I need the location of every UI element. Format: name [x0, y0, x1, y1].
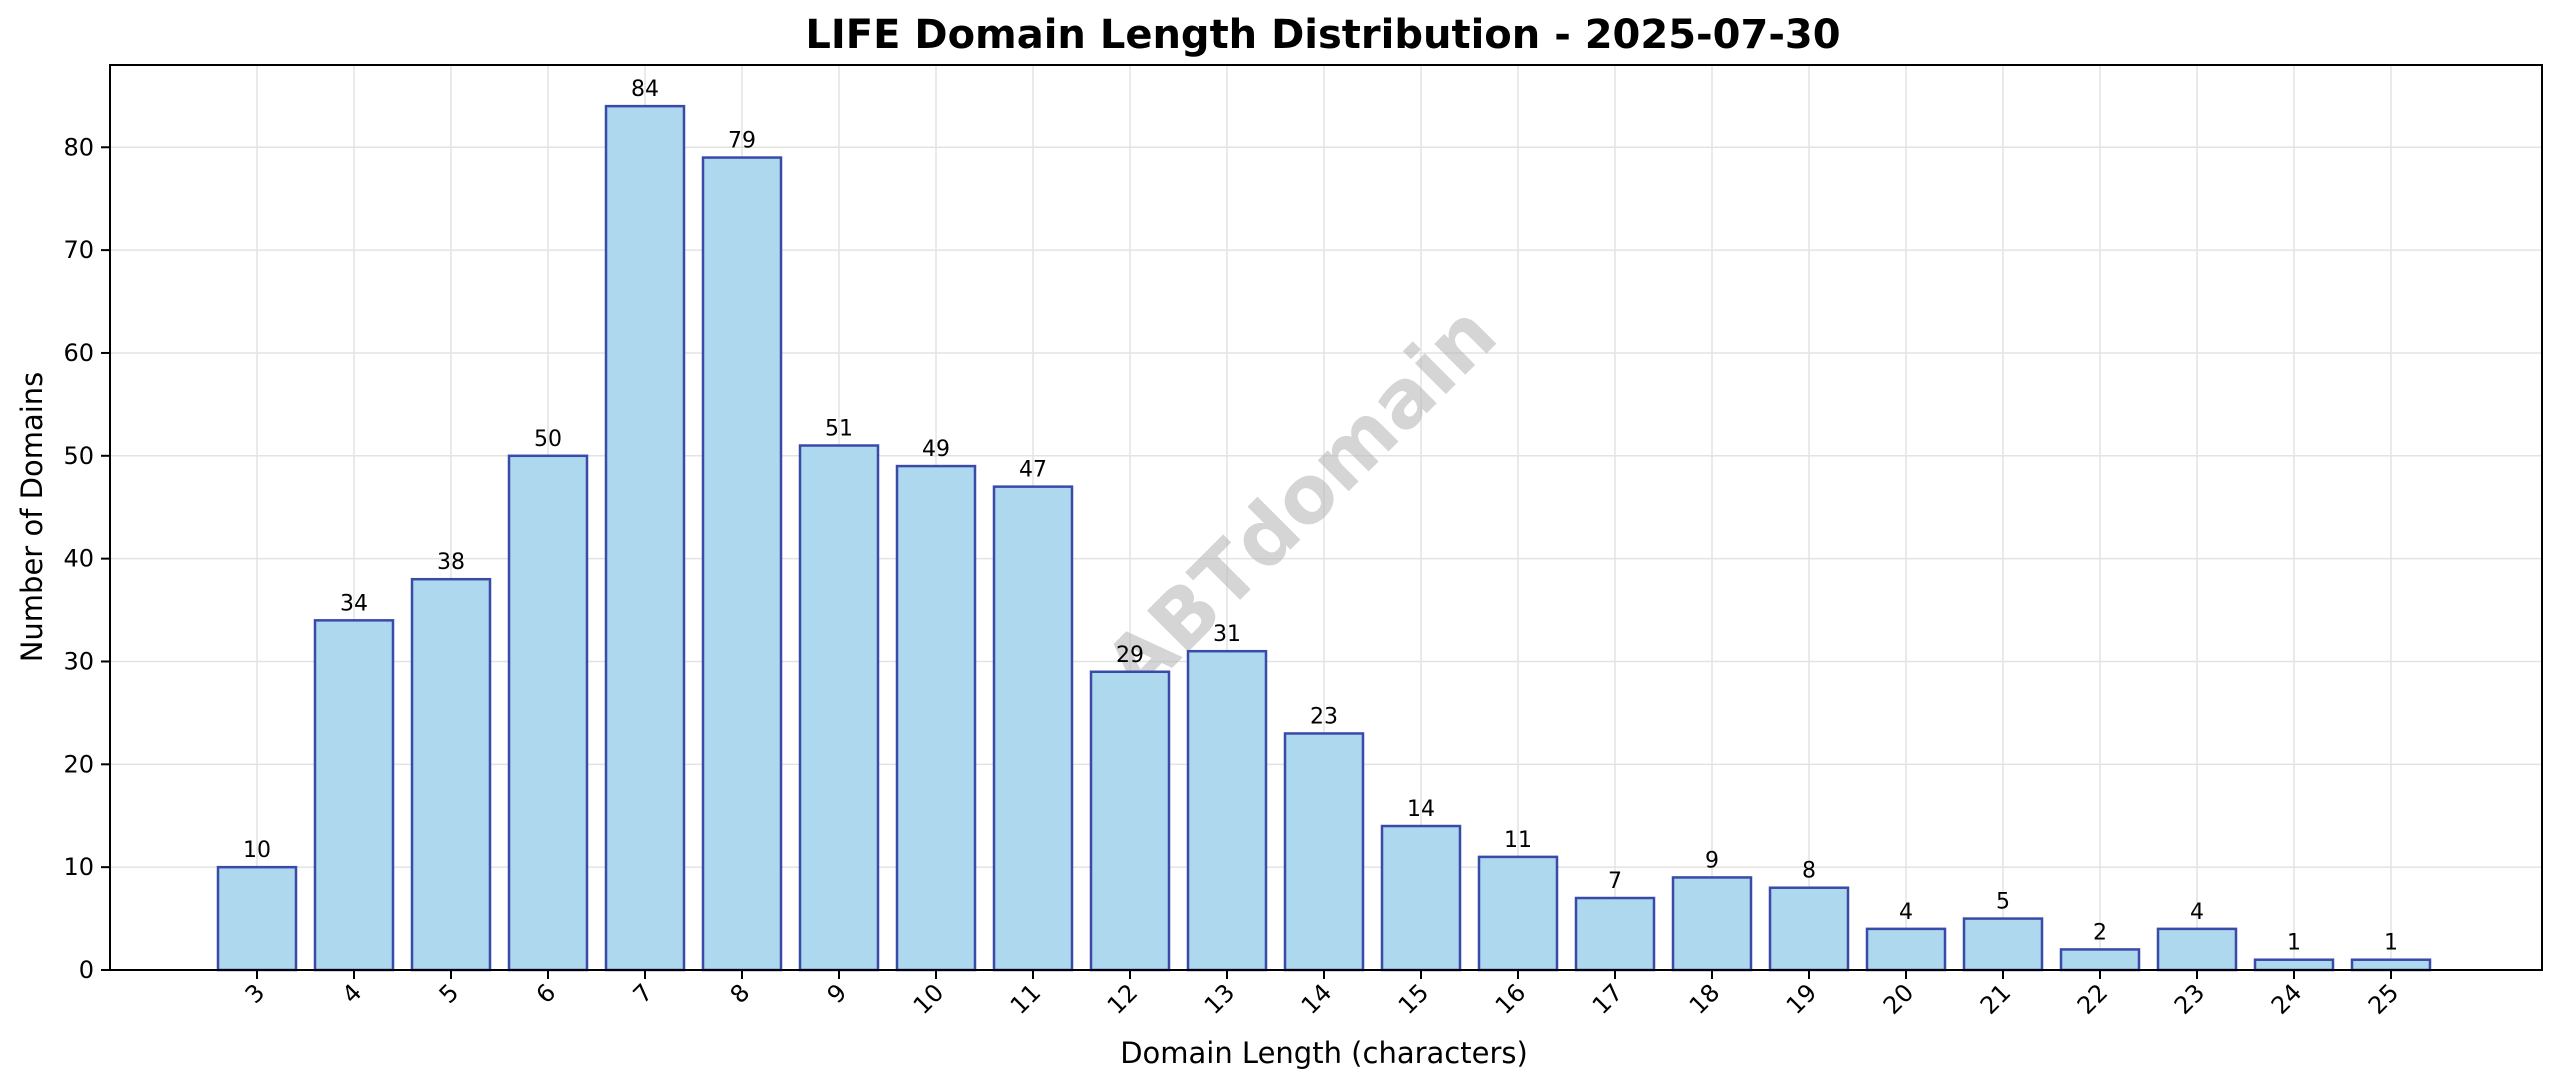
bar-18 [1671, 876, 1753, 972]
x-tick-label: 22 [2072, 978, 2113, 1019]
data-label: 34 [340, 591, 368, 616]
x-tick-label: 19 [1781, 978, 1822, 1019]
bar-11 [992, 485, 1074, 972]
data-label: 1 [2384, 931, 2398, 956]
x-tick-label: 16 [1490, 978, 1531, 1019]
bar-14 [1283, 732, 1365, 972]
data-label: 2 [2093, 920, 2107, 945]
bars [216, 104, 2432, 972]
y-axis-label: Number of Domains [15, 372, 49, 663]
data-label: 8 [1802, 859, 1816, 884]
x-tick-label: 11 [1005, 978, 1046, 1019]
bar-12 [1089, 670, 1171, 972]
bar-21 [1962, 917, 2044, 972]
bar-3 [216, 865, 298, 972]
x-tick-label: 15 [1393, 978, 1434, 1019]
bar-6 [507, 454, 589, 972]
bar-13 [1186, 649, 1268, 972]
bar-5 [410, 577, 492, 972]
x-tick-label: 23 [2169, 978, 2210, 1019]
y-tick-label: 70 [63, 236, 94, 264]
x-tick-label: 4 [337, 978, 368, 1009]
x-tick-label: 8 [725, 978, 756, 1009]
x-tick-label: 25 [2363, 978, 2404, 1019]
x-tick-label: 12 [1102, 978, 1143, 1019]
watermark: ABTdomain [1087, 287, 1514, 714]
data-label: 29 [1116, 643, 1144, 668]
y-tick-label: 0 [79, 956, 94, 984]
data-label: 4 [1899, 900, 1913, 925]
data-label: 50 [534, 427, 562, 452]
data-label: 1 [2287, 931, 2301, 956]
bar-20 [1865, 927, 1947, 972]
bar-10 [895, 464, 977, 972]
bar-19 [1768, 886, 1850, 972]
data-label: 31 [1213, 622, 1241, 647]
data-label: 10 [243, 838, 271, 863]
x-tick-label: 18 [1684, 978, 1725, 1019]
x-tick-label: 13 [1199, 978, 1240, 1019]
data-label: 14 [1407, 797, 1435, 822]
x-tick-label: 20 [1878, 978, 1919, 1019]
plot-frame [109, 64, 2543, 971]
y-tick-label: 40 [63, 545, 94, 573]
x-tick-label: 7 [628, 978, 659, 1009]
x-axis: 3 4 5 6 7 8 9 10 11 12 13 14 15 16 17 18 19 20 21 22 23 24 25 [240, 970, 2404, 1020]
bar-9 [798, 444, 880, 972]
bar-7 [604, 104, 686, 972]
bar-22 [2059, 948, 2141, 972]
bar-17 [1574, 896, 1656, 972]
bar-4 [313, 619, 395, 972]
x-tick-label: 21 [1975, 978, 2016, 1019]
bar-15 [1380, 824, 1462, 972]
y-tick-label: 10 [63, 853, 94, 881]
data-label: 7 [1608, 869, 1622, 894]
bar-8 [701, 156, 783, 972]
x-tick-label: 5 [434, 978, 465, 1009]
y-tick-label: 60 [63, 339, 94, 367]
bar-23 [2156, 927, 2238, 972]
chart-title: LIFE Domain Length Distribution - 2025-0… [805, 12, 1840, 58]
y-axis: 0 10 20 30 40 50 60 70 80 [63, 133, 110, 984]
y-tick-label: 20 [63, 750, 94, 778]
data-label: 9 [1705, 848, 1719, 873]
x-tick-label: 14 [1296, 978, 1337, 1019]
x-tick-label: 6 [531, 978, 562, 1009]
x-tick-label: 3 [240, 978, 271, 1009]
data-label: 51 [825, 417, 853, 442]
x-tick-label: 10 [908, 978, 949, 1019]
bar-16 [1477, 855, 1559, 972]
bar-24 [2253, 958, 2335, 972]
data-label: 84 [631, 77, 659, 102]
data-label: 4 [2190, 900, 2204, 925]
data-label: 47 [1019, 458, 1047, 483]
data-label: 38 [437, 550, 465, 575]
x-tick-label: 24 [2266, 978, 2307, 1019]
y-tick-label: 50 [63, 442, 94, 470]
y-tick-label: 30 [63, 647, 94, 675]
bar-25 [2350, 958, 2432, 972]
data-label: 49 [922, 437, 950, 462]
x-tick-label: 17 [1587, 978, 1628, 1019]
data-label: 5 [1996, 890, 2010, 915]
x-axis-label: Domain Length (characters) [1120, 1036, 1528, 1070]
data-label: 11 [1504, 828, 1532, 853]
data-label: 79 [728, 129, 756, 154]
y-tick-label: 80 [63, 133, 94, 161]
data-label: 23 [1310, 704, 1338, 729]
x-tick-label: 9 [822, 978, 853, 1009]
